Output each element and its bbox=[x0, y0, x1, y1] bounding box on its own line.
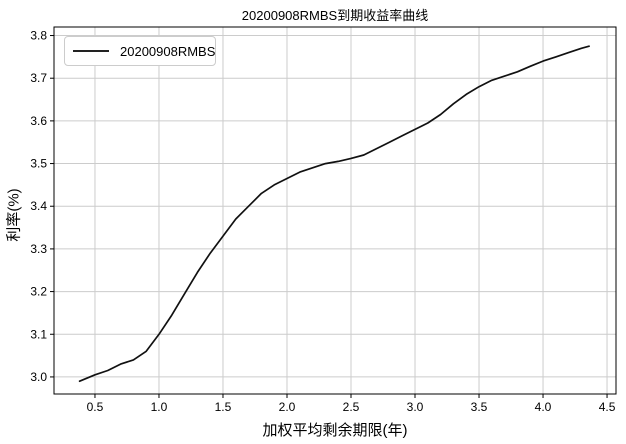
x-axis-label: 加权平均剩余期限(年) bbox=[262, 422, 408, 439]
y-axis-label: 利率(%) bbox=[5, 188, 23, 242]
x-tick-label: 2.5 bbox=[343, 400, 360, 414]
x-tick-label: 4.0 bbox=[535, 400, 552, 414]
y-tick-label: 3.4 bbox=[30, 199, 47, 213]
legend-line-sample-icon bbox=[73, 50, 109, 52]
y-tick-label: 3.2 bbox=[30, 285, 47, 299]
y-tick-label: 3.3 bbox=[30, 242, 47, 256]
legend-label: 20200908RMBS bbox=[120, 43, 216, 59]
x-tick-label: 3.5 bbox=[471, 400, 488, 414]
x-tick-label: 2.0 bbox=[279, 400, 296, 414]
y-tick-label: 3.8 bbox=[30, 29, 47, 43]
x-tick-label: 1.0 bbox=[151, 400, 168, 414]
y-tick-label: 3.7 bbox=[30, 71, 47, 85]
y-tick-label: 3.0 bbox=[30, 370, 47, 384]
y-tick-label: 3.5 bbox=[30, 157, 47, 171]
plot-border bbox=[53, 26, 617, 395]
x-tick-label: 4.5 bbox=[599, 400, 616, 414]
y-tick-label: 3.6 bbox=[30, 114, 47, 128]
x-tick-label: 3.0 bbox=[407, 400, 424, 414]
x-tick-label: 0.5 bbox=[87, 400, 104, 414]
chart-title: 20200908RMBS到期收益率曲线 bbox=[241, 8, 429, 23]
legend: 20200908RMBS bbox=[64, 36, 216, 66]
y-tick-label: 3.1 bbox=[30, 327, 47, 341]
x-tick-label: 1.5 bbox=[215, 400, 232, 414]
curve-line bbox=[78, 45, 590, 383]
